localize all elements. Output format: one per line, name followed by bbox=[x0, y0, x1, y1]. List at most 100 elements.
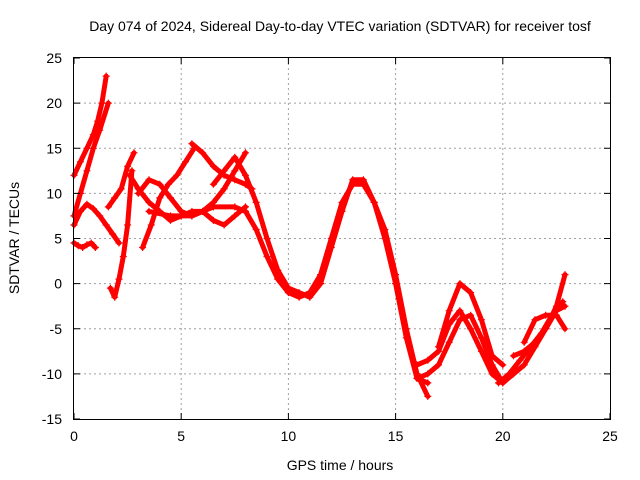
data-point bbox=[164, 180, 172, 188]
data-point bbox=[188, 212, 196, 220]
data-point bbox=[284, 284, 292, 292]
series-arc-18 bbox=[520, 311, 569, 346]
data-point bbox=[76, 207, 84, 215]
data-point bbox=[477, 316, 485, 324]
data-point bbox=[119, 253, 127, 260]
y-tick-label: 10 bbox=[46, 185, 62, 201]
series-arc-6 bbox=[104, 149, 138, 211]
data-point bbox=[79, 244, 87, 251]
data-point bbox=[370, 198, 378, 206]
data-point bbox=[156, 180, 164, 188]
data-point bbox=[89, 131, 97, 139]
series-trace bbox=[107, 168, 135, 300]
data-point bbox=[499, 361, 507, 369]
data-point bbox=[552, 311, 560, 319]
data-point bbox=[306, 293, 314, 301]
y-tick-label: 25 bbox=[46, 50, 62, 66]
data-point bbox=[359, 176, 367, 184]
data-point bbox=[106, 284, 114, 292]
data-point bbox=[531, 316, 539, 324]
data-point bbox=[231, 203, 239, 211]
x-tick-label: 25 bbox=[602, 428, 618, 444]
series-arc-1 bbox=[70, 99, 112, 220]
series-arc-15 bbox=[435, 280, 507, 369]
data-point bbox=[173, 171, 181, 179]
data-point bbox=[413, 374, 421, 382]
data-point bbox=[231, 167, 239, 175]
data-point bbox=[520, 338, 528, 346]
data-point bbox=[252, 226, 260, 233]
data-point bbox=[445, 338, 453, 346]
data-point bbox=[83, 144, 91, 152]
data-point bbox=[89, 144, 97, 152]
data-point bbox=[242, 171, 249, 179]
data-point bbox=[87, 239, 95, 247]
data-point bbox=[124, 162, 132, 170]
data-point bbox=[295, 289, 303, 297]
x-tick-label: 15 bbox=[388, 428, 404, 444]
data-point bbox=[477, 334, 485, 342]
data-point bbox=[124, 221, 132, 229]
data-point bbox=[510, 352, 517, 360]
data-point bbox=[220, 167, 228, 175]
data-point bbox=[109, 230, 117, 238]
data-point bbox=[242, 149, 249, 157]
data-point bbox=[156, 194, 164, 202]
data-point bbox=[435, 343, 442, 351]
data-point bbox=[242, 207, 249, 215]
data-point bbox=[188, 140, 196, 148]
data-point bbox=[220, 221, 228, 229]
data-point bbox=[209, 203, 217, 211]
data-point bbox=[98, 99, 106, 107]
data-point bbox=[435, 361, 442, 369]
data-point bbox=[76, 158, 84, 166]
data-point bbox=[561, 271, 569, 279]
data-point bbox=[145, 207, 153, 215]
y-tick-label: 5 bbox=[54, 231, 62, 247]
x-axis-label: GPS time / hours bbox=[287, 457, 394, 473]
data-point bbox=[424, 356, 432, 364]
tick-labels: 0 5 10 15 20 25 -15 -10 -5 0 5 10 15 20 25 bbox=[42, 50, 618, 444]
data-point bbox=[413, 361, 421, 369]
data-point bbox=[74, 242, 82, 250]
data-point bbox=[167, 194, 174, 202]
data-point bbox=[126, 171, 134, 179]
y-tick-label: -5 bbox=[50, 321, 63, 337]
series-arc-3 bbox=[70, 239, 99, 251]
data-point bbox=[139, 244, 147, 251]
data-point bbox=[488, 370, 496, 378]
data-point bbox=[209, 162, 217, 170]
data-point bbox=[467, 325, 475, 333]
y-tick-label: 15 bbox=[46, 140, 62, 156]
data-point bbox=[477, 347, 485, 355]
series-arc-5 bbox=[106, 167, 136, 301]
data-point bbox=[96, 212, 104, 220]
data-point bbox=[115, 275, 123, 283]
data-point bbox=[467, 311, 475, 319]
data-point bbox=[134, 189, 142, 197]
data-point bbox=[83, 200, 91, 208]
data-point bbox=[520, 347, 528, 355]
y-tick-label: 0 bbox=[54, 276, 62, 292]
data-point bbox=[182, 158, 189, 166]
x-tick-label: 5 bbox=[177, 428, 185, 444]
data-point bbox=[102, 221, 110, 229]
series-trace bbox=[71, 201, 122, 246]
data-point bbox=[445, 307, 453, 315]
data-point bbox=[231, 212, 239, 220]
data-point bbox=[274, 275, 282, 283]
data-point bbox=[531, 338, 539, 346]
data-point bbox=[96, 126, 104, 134]
data-point bbox=[102, 72, 110, 80]
data-point bbox=[83, 241, 91, 249]
data-point bbox=[199, 149, 207, 157]
data-point bbox=[104, 203, 112, 211]
y-tick-label: 20 bbox=[46, 95, 62, 111]
data-point bbox=[559, 298, 567, 306]
data-point bbox=[274, 266, 282, 274]
y-tick-label: -10 bbox=[42, 366, 62, 382]
data-point bbox=[317, 280, 325, 288]
data-point bbox=[327, 244, 335, 251]
data-point bbox=[263, 235, 271, 242]
data-point bbox=[520, 361, 528, 369]
